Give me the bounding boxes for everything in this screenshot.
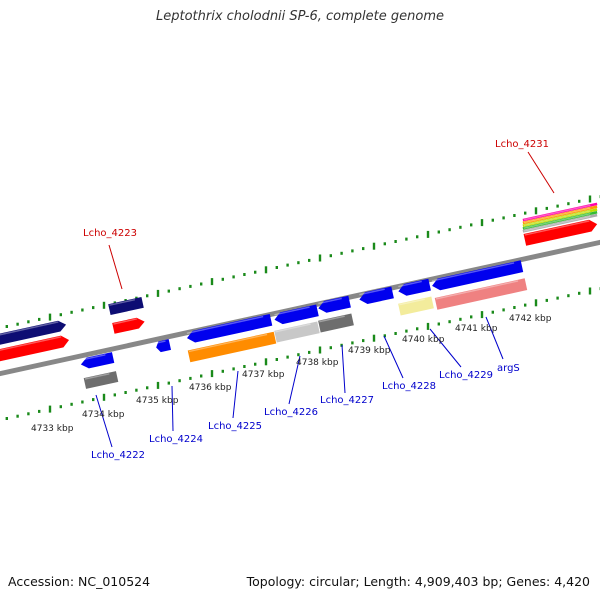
feature-lcho-4227-gene[interactable]	[318, 313, 354, 333]
feature-lcho-4225-gene[interactable]	[187, 331, 277, 363]
feature-lcho-4229-gene[interactable]	[398, 296, 434, 316]
tick-label-4738: 4738 kbp	[296, 358, 339, 368]
tick-label-4742: 4742 kbp	[509, 314, 552, 324]
gene-label-lcho-4229[interactable]: Lcho_4229	[439, 370, 493, 381]
feature-lcho-4224-cds[interactable]	[155, 339, 172, 353]
feature-args-cds[interactable]	[431, 260, 524, 291]
kbp-tick-labels: 4733 kbp 4734 kbp 4735 kbp 4736 kbp 4737…	[31, 314, 552, 434]
gene-label-lcho-4228[interactable]: Lcho_4228	[382, 381, 436, 392]
label-connectors	[95, 151, 555, 448]
feature-lcho-4229-cds[interactable]	[397, 278, 431, 298]
connector-lcho-4228	[383, 335, 404, 379]
gene-label-lcho-4227[interactable]: Lcho_4227	[320, 395, 374, 406]
gene-label-lcho-4225[interactable]: Lcho_4225	[208, 421, 262, 432]
page-title: Leptothrix cholodnii SP-6, complete geno…	[156, 9, 444, 24]
feature-lcho-4221-gene[interactable]	[0, 334, 70, 364]
feature-lcho-4231-rna-stripe[interactable]	[522, 213, 598, 233]
connector-lcho-4231	[527, 151, 555, 194]
connector-lcho-4223	[108, 244, 123, 290]
feature-lcho-4222-gene[interactable]	[83, 371, 119, 389]
connector-lcho-4227	[341, 344, 346, 394]
feature-lcho-4227-cds[interactable]	[317, 295, 351, 315]
feature-lcho-4225-cds[interactable]	[186, 313, 273, 344]
gene-label-lcho-4224[interactable]: Lcho_4224	[149, 434, 203, 445]
connector-lcho-4226	[288, 355, 301, 405]
feature-lcho-4222-cds[interactable]	[80, 352, 115, 370]
feature-lcho-4231-rna-stripe[interactable]	[522, 202, 598, 222]
tick-label-4735: 4735 kbp	[136, 396, 179, 406]
upper-ruler	[5, 195, 600, 328]
feature-lcho-4226-gene[interactable]	[274, 321, 320, 343]
connector-lcho-4222	[95, 394, 113, 448]
gene-label-lcho-4222[interactable]: Lcho_4222	[91, 450, 145, 461]
lower-ruler	[5, 287, 600, 420]
gene-labels: Lcho_4222 Lcho_4223 Lcho_4224 Lcho_4225 …	[83, 139, 549, 461]
feature-lcho-4231-rna-stripe[interactable]	[522, 205, 598, 225]
tick-label-4737: 4737 kbp	[242, 370, 285, 380]
tick-label-4736: 4736 kbp	[189, 383, 232, 393]
connector-lcho-4229	[429, 328, 462, 368]
feature-lcho-4228-cds[interactable]	[358, 286, 394, 306]
tick-label-4739: 4739 kbp	[348, 346, 391, 356]
feature-args-gene[interactable]	[434, 278, 528, 310]
gene-label-lcho-4226[interactable]: Lcho_4226	[264, 407, 318, 418]
gene-label-lcho-4223[interactable]: Lcho_4223	[83, 228, 137, 239]
gene-label-args[interactable]: argS	[497, 363, 520, 374]
feature-lcho-4231-gene[interactable]	[523, 218, 599, 246]
topology-text: Topology: circular; Length: 4,909,403 bp…	[246, 574, 590, 589]
gene-label-lcho-4231[interactable]: Lcho_4231	[495, 139, 549, 150]
feature-lcho-4231-rna-stripe[interactable]	[522, 208, 598, 227]
feature-lcho-4223-gene[interactable]	[112, 316, 146, 334]
accession-text: Accession: NC_010524	[8, 574, 151, 589]
connector-lcho-4224	[171, 385, 174, 432]
tick-label-4734: 4734 kbp	[82, 410, 125, 420]
feature-lcho-4226-cds[interactable]	[273, 304, 319, 325]
feature-lcho-4223-cds[interactable]	[108, 296, 144, 316]
gene-features	[0, 202, 599, 389]
tick-label-4741: 4741 kbp	[455, 324, 498, 334]
feature-lcho-4231-rna-stripe[interactable]	[522, 211, 598, 230]
connector-args	[485, 316, 504, 360]
connector-lcho-4225	[232, 370, 239, 419]
tick-label-4733: 4733 kbp	[31, 424, 74, 434]
tick-label-4740: 4740 kbp	[402, 335, 445, 345]
feature-lcho-4221-cds[interactable]	[0, 319, 67, 347]
